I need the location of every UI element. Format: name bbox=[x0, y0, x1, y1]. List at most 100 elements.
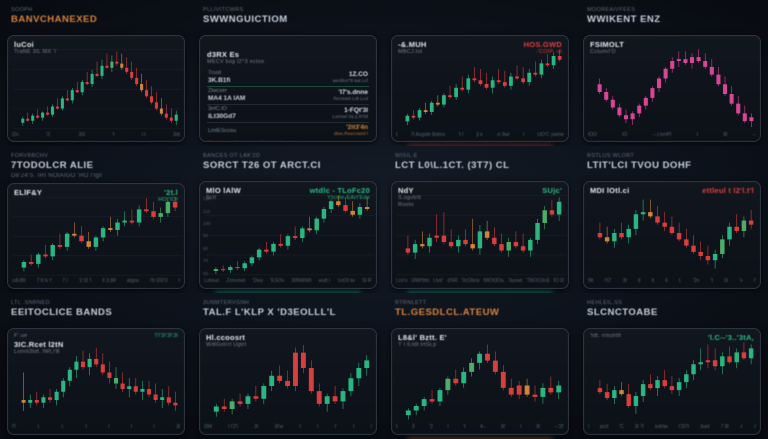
candlestick-plot[interactable] bbox=[584, 182, 760, 287]
x-tick: l.tvtr' bbox=[433, 278, 444, 285]
chart-card-1[interactable]: d3RX Es MECV biig l2^3 ectoe 7cust 3K.B1fi 1… bbox=[199, 35, 377, 143]
x-tick: t bbox=[696, 131, 699, 138]
candlestick-plot[interactable] bbox=[392, 36, 568, 141]
panel-heading-0: SOOPH BANVCHANEXED bbox=[11, 6, 183, 32]
candlestick-plot[interactable] bbox=[200, 182, 376, 287]
x-tick: 30NWWt bbox=[291, 278, 312, 285]
list-item[interactable]: Zlwcser MA4 1A lAM 'I7's.dnne Recsoet Ldt L… bbox=[207, 86, 369, 104]
panel-1[interactable]: PLLIVITCWRS SWWNGUICTIOM d3RX Es MECV biig … bbox=[192, 0, 384, 146]
x-tick: -l bbox=[753, 424, 756, 431]
x-tick: jl ir bbox=[476, 131, 483, 138]
x-tick: lt bbox=[651, 278, 655, 285]
list-footer: BL lnw '2vt l- --'77x lq,3t' ' bbox=[207, 141, 369, 142]
candlestick-plot[interactable] bbox=[584, 36, 760, 141]
x-tick: 3l bbox=[176, 424, 180, 431]
row-metric: 'I7's.dnne bbox=[338, 88, 368, 96]
panel-kicker: Rtrnlett bbox=[395, 299, 427, 306]
list-item[interactable]: 3eIC.IO iLt30Gd7 1-FQt'3l Lormel 3iL2,R'l3l bbox=[207, 104, 369, 122]
panel-10[interactable]: Rtrnlett TL.GESDlCl.AtEUw L8&l' Bztt. E''l… bbox=[384, 293, 576, 439]
row-left: LmtEScosu bbox=[208, 128, 236, 135]
candlestick-plot[interactable] bbox=[8, 36, 184, 141]
panel-title: Ltit'lci tVOU DOHF bbox=[587, 160, 692, 172]
panel-title: 7tODOlCR AlIE bbox=[11, 160, 94, 172]
x-axis: l9t l'O' 3t tl lt ll t. '2n 't l3 'v l' bbox=[588, 277, 756, 286]
x-tick: 3l bbox=[254, 424, 259, 431]
panel-4[interactable]: FORVBBCHV 7tODOlCR AlIE D8'24'S. IRI NOtAl… bbox=[0, 146, 192, 292]
panel-kicker: HEHlEIl,Ss bbox=[587, 299, 623, 306]
chart-card-3[interactable]: FSIMOLT Cclumrl'D lOO lO ---l.tvrtPl t l8 -- bbox=[583, 35, 761, 143]
x-tick: l'O' bbox=[604, 278, 612, 285]
panel-heading-1: PLLIVITCWRS SWWNGUICTIOM bbox=[203, 6, 375, 32]
x-axis: l2n '2: 3l3 't l.t 3dt bbox=[12, 130, 180, 139]
row-note: Recsoet Ldt Lcd bbox=[333, 96, 368, 102]
x-tick: l bbox=[370, 424, 372, 431]
list-rows: 7cust 3K.B1fi 1Z.CO aectlno^tl sat Lcl Zlwcs… bbox=[207, 69, 369, 139]
y-tick: 100 bbox=[203, 221, 211, 227]
panel-9[interactable]: 3unmtervgnh TAl.F l'KlP X 'D3EOlLl'l Hl.cc… bbox=[192, 293, 384, 439]
row-metric: 1Z.CO bbox=[348, 70, 368, 78]
panel-kicker: FORVBBCHV bbox=[11, 153, 49, 160]
x-tick: 3dt bbox=[172, 131, 180, 138]
panel-heading-11: HEHlEIl,Ss SLCNCTOABE bbox=[587, 299, 759, 325]
panel-2[interactable]: -&.MUH MBCJ.lot HOS.GWD -'COIP -di t 7l Avgol… bbox=[384, 0, 576, 147]
x-tick: t bbox=[396, 131, 398, 138]
x-tick: ll bbox=[665, 278, 668, 285]
panel-heading-4: FORVBBCHV 7tODOlCR AlIE D8'24'S. IRI NOtAl… bbox=[11, 152, 183, 180]
x-tick: 3 bbox=[411, 424, 415, 431]
chart-card-10[interactable]: L8&l' Bztt. E''l' l lLtdt lrtSLp t 3'2 l't 4… bbox=[391, 327, 569, 435]
panel-7[interactable]: Rstlus.WlORT Ltit'lci tVOU DOHF MDI lOtl.c… bbox=[576, 146, 768, 292]
chart-card-9[interactable]: Hl.ccoosrt WdlGolrrt Ugtrt l3M l l'2'l 3l 3t'… bbox=[199, 327, 377, 435]
panel-8[interactable]: ltl .snrned EEITOCLICE BANDS F'.ue 3IC.Rcet… bbox=[0, 293, 192, 439]
x-tick: '2: bbox=[45, 131, 52, 138]
x-tick: t bbox=[299, 424, 301, 431]
x-tick: 7 lt lv t' bbox=[36, 278, 53, 285]
panel-3[interactable]: MOOREAIVFEES WWIKENT ENZ FSIMOLT Cclumrl'D l… bbox=[576, 0, 768, 146]
row-left: Zlwcser MA4 1A lAM bbox=[208, 88, 245, 103]
chart-card-8[interactable]: F'.ue 3IC.Rcet l2tN Lotntl3tdt. lWt,l'B'l'… bbox=[7, 327, 185, 435]
list-item[interactable]: 7cust 3K.B1fi 1Z.CO aectlno^tl sat Lcl bbox=[207, 69, 369, 86]
x-tick: lWOt3Ou bbox=[483, 278, 505, 285]
chart-card-4[interactable]: ELlF&Y '2t.l HOt'IOt cdUBt 7 lt lv t' l' l '2 … bbox=[7, 183, 185, 289]
chart-card-0[interactable]: luCoi TraNE 3IL MX '/l2n '2: 3l3't l.t 3dt bbox=[7, 35, 185, 143]
panel-heading-10: Rtrnlett TL.GESDlCl.AtEUw bbox=[395, 299, 567, 325]
x-tick: lOO bbox=[588, 131, 597, 138]
x-axis: Lotouo Zoncewt 'Dwy 'ESOv 30NWWt wutt l 'coOt … bbox=[204, 277, 372, 286]
chart-card-11[interactable]: 'tdt. rntutrtlt'l.C--'3..'3tA, l pcrt 'C 3l … bbox=[583, 327, 761, 435]
x-tick: ---l.tvrtPl bbox=[652, 131, 672, 138]
panel-5[interactable]: BANCES Ot lAK'2D SORCT t26 Ot ARCT.CI 120 1… bbox=[192, 146, 384, 293]
candlestick-plot[interactable] bbox=[8, 184, 184, 287]
x-tick: l3M bbox=[204, 424, 213, 431]
panel-6[interactable]: WISIL.E Lct l0\l.1CT. (3t7) cl NdY S.ogotrt… bbox=[384, 146, 576, 293]
y-tick: 70 bbox=[203, 258, 209, 264]
x-tick: l bbox=[153, 424, 155, 431]
panel-title: SORCT t26 Ot ARCT.CI bbox=[203, 160, 321, 172]
chart-card-6[interactable]: NdY S.ogotrtt Rooto SUjc' l.cn'o l3Wt'ttm l.tv… bbox=[391, 181, 569, 289]
chart-card-7[interactable]: MDI lOtl.ci ettleul t l2'l.t'l l9t l'O' 3t tl… bbox=[583, 181, 761, 289]
panel-11[interactable]: HEHlEIl,Ss SLCNCTOABE'tdt. rntutrtlt'l.C-… bbox=[576, 293, 768, 439]
panel-0[interactable]: SOOPH BANVCHANEXED luCoi TraNE 3IL MX '/l2n… bbox=[0, 0, 192, 146]
x-tick: Zoncewt bbox=[226, 278, 246, 285]
x-tick: l9t bbox=[588, 278, 594, 285]
candlestick-plot[interactable] bbox=[8, 329, 184, 434]
candlestick-plot[interactable] bbox=[200, 329, 376, 434]
candlestick-plot[interactable] bbox=[584, 329, 760, 434]
x-tick: 'coOt lw bbox=[337, 278, 355, 285]
list-item[interactable]: LmtEScosu '2it3'4n diee,Reecosml l bbox=[207, 122, 369, 139]
panel-title: EEITOCLICE BANDS bbox=[11, 306, 113, 318]
x-tick: '3uowt bbox=[507, 278, 523, 285]
x-tick: l2n bbox=[12, 131, 19, 138]
x-tick: l l'2'l bbox=[228, 424, 238, 431]
chart-card-2[interactable]: -&.MUH MBCJ.lot HOS.GWD -'COIP -di t 7l Avgol… bbox=[391, 35, 569, 143]
x-tick: pcrt bbox=[600, 424, 609, 431]
x-tick: 3t' bbox=[500, 424, 506, 431]
row-metric: '2it3'4n bbox=[346, 124, 368, 131]
row-right: 'I7's.dnne Recsoet Ldt Lcd bbox=[333, 89, 368, 103]
x-tick: 4-- bbox=[479, 424, 487, 431]
footer-tick: '2vt bbox=[233, 141, 241, 142]
candlestick-plot[interactable] bbox=[392, 182, 568, 287]
candlestick-plot[interactable] bbox=[392, 329, 568, 434]
x-tick: l bbox=[520, 424, 522, 431]
row-label: 7cust bbox=[208, 70, 222, 76]
footer-tick: lq,3t' bbox=[274, 141, 284, 142]
chart-card-5[interactable]: 120 110 100 90 80 70 60 MlO lAlW Sctl wtdlc - TLo… bbox=[199, 181, 377, 289]
